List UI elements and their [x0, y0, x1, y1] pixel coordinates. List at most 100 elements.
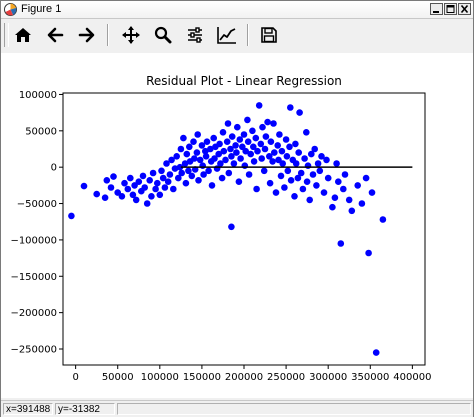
data-point [103, 177, 111, 184]
data-point [279, 160, 287, 167]
data-point [191, 155, 198, 162]
close-icon [460, 4, 469, 14]
x-tick-label: 350000 [351, 372, 389, 383]
data-point [250, 143, 257, 151]
data-point [227, 145, 234, 153]
data-point [182, 179, 190, 187]
data-point [337, 240, 345, 247]
data-point [161, 184, 169, 191]
back-button[interactable] [43, 23, 67, 47]
data-point [278, 147, 286, 155]
data-point [233, 149, 240, 156]
home-button[interactable] [11, 23, 35, 47]
data-point [247, 150, 254, 158]
data-point [244, 138, 252, 145]
data-point [185, 167, 192, 175]
data-point [341, 171, 349, 178]
zoom-button[interactable] [151, 23, 175, 47]
x-tick-label: 250000 [267, 372, 305, 383]
data-point [292, 160, 300, 167]
y-tick-label: 0 [51, 163, 57, 174]
data-point [253, 185, 260, 193]
save-button[interactable] [257, 23, 281, 47]
data-point [101, 194, 109, 201]
data-point [284, 167, 292, 175]
x-tick-label: 100000 [141, 372, 179, 383]
data-point [358, 200, 366, 207]
data-point [270, 120, 277, 127]
data-point [202, 147, 209, 155]
data-point [303, 178, 311, 185]
maximize-button[interactable] [444, 3, 457, 15]
data-point [320, 189, 328, 196]
data-point [252, 134, 260, 142]
data-point [345, 196, 353, 204]
data-point [110, 173, 117, 180]
data-point [196, 156, 204, 164]
data-point [240, 131, 248, 138]
edit-axis-button[interactable] [215, 23, 239, 47]
data-point [166, 171, 174, 178]
data-point [234, 123, 241, 131]
data-point [181, 160, 189, 167]
y-tick-label: 50000 [25, 126, 57, 137]
data-point [255, 102, 263, 109]
data-point [216, 140, 223, 148]
y-tick-label: −250000 [10, 345, 57, 356]
y-tick-label: −200000 [10, 308, 57, 319]
data-point [333, 160, 340, 167]
y-tick-label: 100000 [19, 90, 57, 101]
residual-scatter-chart: Residual Plot - Linear Regression 0 50000 1… [10, 74, 431, 383]
data-point [277, 172, 285, 180]
data-point [368, 189, 376, 196]
data-point [202, 153, 210, 160]
data-point [173, 153, 180, 160]
data-point [194, 131, 201, 138]
data-point [218, 174, 226, 182]
data-point [340, 185, 347, 193]
data-point [215, 150, 222, 158]
data-point [230, 160, 238, 167]
data-point [148, 193, 155, 200]
data-point [211, 155, 218, 162]
data-point [141, 184, 148, 191]
data-point [236, 136, 244, 143]
data-point [244, 116, 251, 124]
subplots-button[interactable] [183, 23, 207, 47]
data-point [287, 104, 294, 111]
data-point [207, 145, 214, 153]
data-point [237, 155, 244, 162]
forward-button[interactable] [75, 23, 99, 47]
y-tick-label: −50000 [17, 199, 57, 210]
data-point [259, 123, 266, 131]
data-point [301, 155, 308, 162]
data-point [269, 158, 276, 165]
minimize-button[interactable] [430, 3, 443, 15]
x-coordinate-readout: x=391488 [3, 403, 53, 415]
data-point [241, 162, 249, 169]
data-point [220, 147, 228, 155]
data-point [232, 142, 239, 149]
data-point [193, 149, 201, 156]
data-point [250, 158, 258, 165]
data-point [316, 167, 324, 175]
data-point [295, 149, 303, 156]
data-point [224, 120, 232, 127]
data-point [249, 127, 256, 135]
data-point [163, 160, 170, 167]
pan-button[interactable] [119, 23, 143, 47]
data-point [294, 174, 302, 182]
data-point [208, 182, 216, 189]
x-tick-label: 0 [72, 372, 78, 383]
data-point [176, 163, 184, 171]
figure-canvas[interactable]: Residual Plot - Linear Regression 0 50000 1… [1, 53, 473, 398]
data-point [158, 167, 165, 175]
toolbar-grip [4, 23, 9, 47]
data-point [217, 160, 224, 167]
status-message [117, 403, 471, 415]
data-point [80, 182, 88, 190]
data-point [348, 207, 356, 215]
close-button[interactable] [458, 3, 471, 15]
data-point [257, 140, 265, 148]
data-point [286, 143, 293, 151]
